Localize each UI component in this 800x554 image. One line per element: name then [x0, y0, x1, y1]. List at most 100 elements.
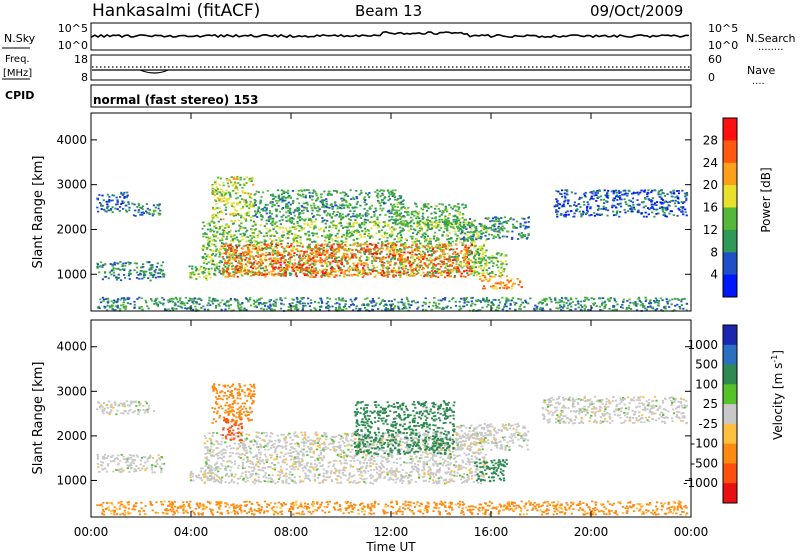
- velocity-ytick-label-1: 2000: [56, 429, 87, 443]
- velocity-colorbar-segment-6: [723, 443, 737, 464]
- xtick-label-5: 20:00: [574, 525, 609, 539]
- xtick-label-3: 12:00: [374, 525, 409, 539]
- cpid-label: CPID: [5, 89, 34, 102]
- power-y-label: Slant Range [km]: [31, 156, 46, 269]
- velocity-ytick-label-0: 1000: [56, 473, 87, 487]
- power-colorbar-segment-5: [723, 229, 737, 253]
- velocity-region-8: [474, 458, 508, 483]
- power-region-13: [97, 296, 689, 312]
- power-colorbar-segment-4: [723, 207, 737, 231]
- velocity-panel-bg: [91, 320, 691, 517]
- nsky-trace: [91, 30, 690, 39]
- velocity-heatmap: [96, 383, 689, 516]
- power-colorbar-segment-6: [723, 252, 737, 276]
- xtick-label-0: 00:00: [74, 525, 109, 539]
- velocity-colorbar-segment-5: [723, 423, 737, 445]
- power-region-6: [211, 175, 255, 222]
- power-ytick-label-3: 4000: [56, 133, 87, 147]
- power-region-0: [96, 261, 166, 282]
- velocity-region-5: [221, 418, 244, 442]
- velocity-colorbar-segment-4: [723, 404, 737, 425]
- time-x-label: Time UT: [365, 540, 416, 554]
- velocity-region-6: [353, 400, 456, 456]
- velocity-ytick-label-3: 4000: [56, 340, 87, 354]
- power-colorbar-segment-2: [723, 162, 737, 186]
- nsky-label: N.Sky: [4, 32, 36, 45]
- nsearch-label: N.Search: [746, 32, 796, 45]
- nsearch-legend: ........: [758, 42, 783, 53]
- nsky-right-tick-top: 10^5: [708, 22, 738, 35]
- xtick-label-1: 04:00: [174, 525, 209, 539]
- velocity-region-0: [96, 453, 166, 474]
- nsky-left-tick-top: 10^5: [58, 22, 88, 35]
- velocity-colorbar-segment-8: [723, 483, 737, 504]
- velocity-region-10: [96, 500, 689, 516]
- power-ytick-label-1: 2000: [56, 222, 87, 236]
- cpid-panel-frame: [90, 84, 692, 108]
- power-colorbar-tick-0: 28: [703, 133, 718, 147]
- nave-tick-bottom: 0: [708, 71, 715, 84]
- velocity-colorbar-tick-6: -500: [691, 456, 718, 470]
- velocity-colorbar-tick-2: 100: [695, 377, 718, 391]
- power-region-8: [391, 202, 467, 232]
- velocity-colorbar-frame: [722, 324, 738, 504]
- velocity-colorbar-label: Velocity [m s-1]: [770, 350, 785, 440]
- date-title: 09/Oct/2009: [590, 2, 683, 20]
- power-region-10: [478, 274, 523, 290]
- nsky-right-tick-bottom: 10^0: [708, 39, 738, 52]
- time-x-ticks: 00:00 04:00 08:00 12:00 16:00 20:00 00:00: [74, 113, 709, 539]
- velocity-colorbar-tick-1: 500: [695, 358, 718, 372]
- velocity-region-4: [211, 383, 256, 424]
- xtick-label-6: 00:00: [674, 525, 709, 539]
- velocity-y-ticks: 1000 2000 3000 4000: [56, 340, 691, 487]
- velocity-colorbar-tick-7: -1000: [683, 476, 718, 490]
- power-colorbar-tick-4: 12: [703, 223, 718, 237]
- power-colorbar-tick-3: 16: [703, 201, 718, 215]
- velocity-colorbar-segment-3: [723, 384, 737, 405]
- nave-legend: ....: [752, 76, 765, 87]
- power-panel-bg: [91, 113, 691, 311]
- nsky-panel-frame: [90, 22, 692, 51]
- freq-tick-top: 18: [74, 53, 88, 66]
- power-region-7: [253, 189, 406, 223]
- velocity-colorbar-segment-0: [723, 325, 737, 346]
- velocity-region-9: [541, 395, 689, 425]
- power-region-5: [221, 242, 474, 279]
- velocity-ytick-label-2: 3000: [56, 384, 87, 398]
- power-colorbar-tick-2: 20: [703, 178, 718, 192]
- power-region-2: [131, 202, 162, 217]
- xtick-label-4: 16:00: [474, 525, 509, 539]
- power-colorbar: 28 24 20 16 12 8 4: [703, 117, 738, 298]
- power-ytick-label-0: 1000: [56, 267, 87, 281]
- power-colorbar-segment-3: [723, 185, 737, 208]
- nave-label: Nave: [747, 64, 775, 77]
- velocity-colorbar-segment-1: [723, 344, 737, 366]
- velocity-colorbar: 1000 500 100 25 -25 -100 -500 -1000: [683, 324, 738, 504]
- power-heatmap: [96, 175, 689, 312]
- power-y-ticks: 1000 2000 3000 4000: [56, 133, 691, 281]
- cpid-text: normal (fast stereo) 153: [93, 93, 259, 107]
- freq-panel-frame: [90, 54, 692, 81]
- power-region-11: [473, 252, 508, 276]
- velocity-colorbar-tick-5: -100: [691, 437, 718, 451]
- power-colorbar-label: Power [dB]: [759, 167, 773, 232]
- velocity-region-7: [454, 423, 530, 451]
- power-ytick-label-2: 3000: [56, 178, 87, 192]
- power-region-9: [461, 216, 531, 241]
- power-colorbar-frame: [722, 117, 738, 298]
- power-colorbar-tick-6: 4: [710, 268, 718, 282]
- velocity-y-label: Slant Range [km]: [31, 362, 46, 475]
- beam-title: Beam 13: [355, 2, 422, 20]
- freq-label: Freq.: [5, 54, 30, 65]
- power-colorbar-tick-5: 8: [710, 245, 718, 259]
- velocity-colorbar-segment-2: [723, 364, 737, 385]
- velocity-colorbar-tick-3: 25: [703, 397, 718, 411]
- freq-unit-label: [MHz]: [3, 68, 32, 79]
- nsky-left-tick-bottom: 10^0: [58, 39, 88, 52]
- power-colorbar-segment-1: [723, 140, 737, 164]
- power-region-1: [96, 191, 131, 214]
- power-colorbar-tick-1: 24: [703, 156, 718, 170]
- power-region-12: [553, 189, 689, 218]
- station-title: Hankasalmi (fitACF): [92, 1, 260, 21]
